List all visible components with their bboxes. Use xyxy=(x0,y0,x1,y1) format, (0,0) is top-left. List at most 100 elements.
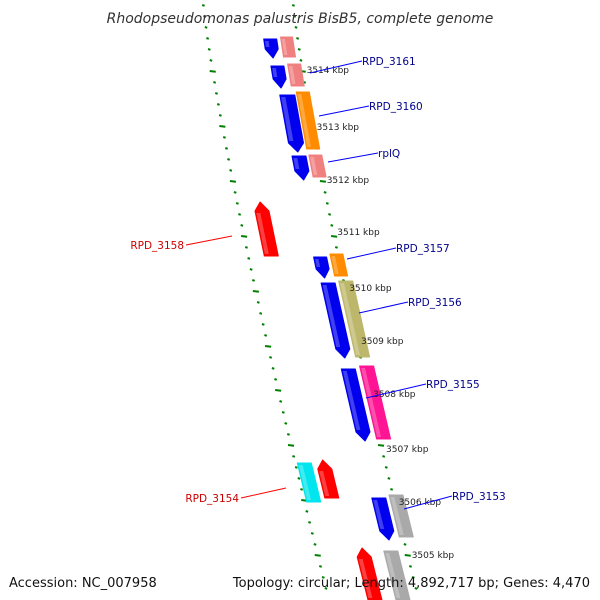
gene-label-plus: RPD_3155 xyxy=(426,379,480,391)
rpd-3154-feature xyxy=(296,462,322,503)
major-tick xyxy=(287,444,295,447)
minor-tick xyxy=(201,4,205,7)
minor-tick xyxy=(279,400,283,403)
minor-tick xyxy=(294,26,298,29)
minor-tick xyxy=(207,48,211,51)
minor-tick xyxy=(206,37,210,40)
minor-tick xyxy=(203,15,207,18)
major-tick xyxy=(404,554,411,557)
minor-tick xyxy=(414,587,418,590)
minor-tick xyxy=(218,114,222,117)
gene-feature xyxy=(317,459,340,499)
gene-feature xyxy=(329,253,349,277)
label-connector xyxy=(185,235,233,246)
kbp-label: 3510 kbp xyxy=(349,284,392,294)
kbp-labels: 3514 kbp 3513 kbp 3512 kbp 3511 kbp 3510 kbp… xyxy=(307,66,455,561)
label-connector xyxy=(318,105,370,117)
minor-tick xyxy=(296,37,300,40)
minor-tick xyxy=(310,532,314,535)
rpd-3157-feature xyxy=(313,256,330,279)
topology-text: Topology: circular; Length: 4,892,717 bp… xyxy=(232,576,590,591)
rpd-3158-feature xyxy=(254,201,279,257)
gene-label-minus: RPD_3158 xyxy=(130,240,184,252)
rpd-3160-feature xyxy=(279,94,304,153)
minor-tick xyxy=(204,26,208,29)
gene-label-plus: rplQ xyxy=(378,148,400,160)
gene-feature xyxy=(263,38,279,59)
major-tick xyxy=(264,345,272,348)
minor-tick xyxy=(297,477,301,480)
minor-tick xyxy=(229,169,233,172)
minor-tick xyxy=(238,213,242,216)
minor-tick xyxy=(244,246,248,249)
minor-tick xyxy=(308,521,312,524)
label-connector xyxy=(327,152,379,163)
minor-tick xyxy=(214,92,218,95)
minor-tick xyxy=(256,301,260,304)
major-tick xyxy=(275,389,282,392)
major-tick xyxy=(330,235,338,238)
minor-tick xyxy=(403,543,407,546)
label-connector xyxy=(403,495,453,510)
minor-tick xyxy=(269,356,273,359)
gene-feature xyxy=(356,547,383,600)
kbp-label: 3506 kbp xyxy=(399,498,442,508)
gene-feature xyxy=(383,550,411,600)
minor-tick xyxy=(251,279,256,282)
gene-feature xyxy=(280,36,296,58)
gene-feature xyxy=(287,63,305,87)
minor-tick xyxy=(281,411,285,414)
minor-tick xyxy=(305,510,309,513)
rplq-feature xyxy=(291,155,310,181)
minor-tick xyxy=(299,59,303,62)
minor-tick xyxy=(286,433,290,436)
gene-labels: RPD_3161 RPD_3160 rplQ RPD_3157 RPD_3156 RPD_… xyxy=(130,56,506,510)
rpd-3153-feature xyxy=(371,497,395,541)
minor-tick xyxy=(235,202,239,205)
kbp-label: 3505 kbp xyxy=(412,551,455,561)
major-tick xyxy=(377,444,385,447)
minor-tick xyxy=(249,268,253,271)
minor-tick xyxy=(411,576,415,579)
minor-tick xyxy=(390,488,394,491)
rpd-3156-feature xyxy=(320,282,351,359)
minor-tick xyxy=(213,81,217,84)
gene-label-plus: RPD_3160 xyxy=(369,101,423,113)
minor-tick xyxy=(224,147,229,150)
gene-feature xyxy=(295,91,321,150)
minor-tick xyxy=(324,587,328,590)
label-connector xyxy=(309,60,363,74)
gene-label-plus: RPD_3156 xyxy=(408,297,462,309)
minor-tick xyxy=(323,191,327,194)
label-connector xyxy=(358,301,409,314)
rpd-3155-feature xyxy=(340,368,371,442)
minor-tick xyxy=(240,224,244,227)
gene-feature xyxy=(338,280,371,358)
minor-tick xyxy=(261,323,265,326)
minor-tick xyxy=(233,191,237,194)
kbp-label: 3509 kbp xyxy=(361,337,404,347)
minor-tick xyxy=(328,213,332,216)
major-tick xyxy=(319,180,327,183)
kbp-label: 3514 kbp xyxy=(307,66,350,76)
major-tick xyxy=(252,290,260,293)
minor-tick xyxy=(227,158,231,161)
gene-label-plus: RPD_3161 xyxy=(362,56,416,68)
gene-label-minus: RPD_3154 xyxy=(185,493,239,505)
gene-feature xyxy=(308,154,327,178)
gene-feature xyxy=(388,494,414,538)
minor-tick xyxy=(408,565,412,568)
minor-tick xyxy=(297,48,301,51)
label-connector xyxy=(240,487,287,499)
gene-features xyxy=(254,36,414,600)
kbp-label: 3512 kbp xyxy=(327,176,370,186)
kbp-label: 3511 kbp xyxy=(337,228,380,238)
minor-tick xyxy=(259,312,263,315)
minor-tick xyxy=(325,202,329,205)
label-connector xyxy=(365,383,427,399)
gene-feature xyxy=(270,65,287,89)
gene-label-plus: RPD_3157 xyxy=(396,243,450,255)
minor-tick xyxy=(294,466,298,469)
